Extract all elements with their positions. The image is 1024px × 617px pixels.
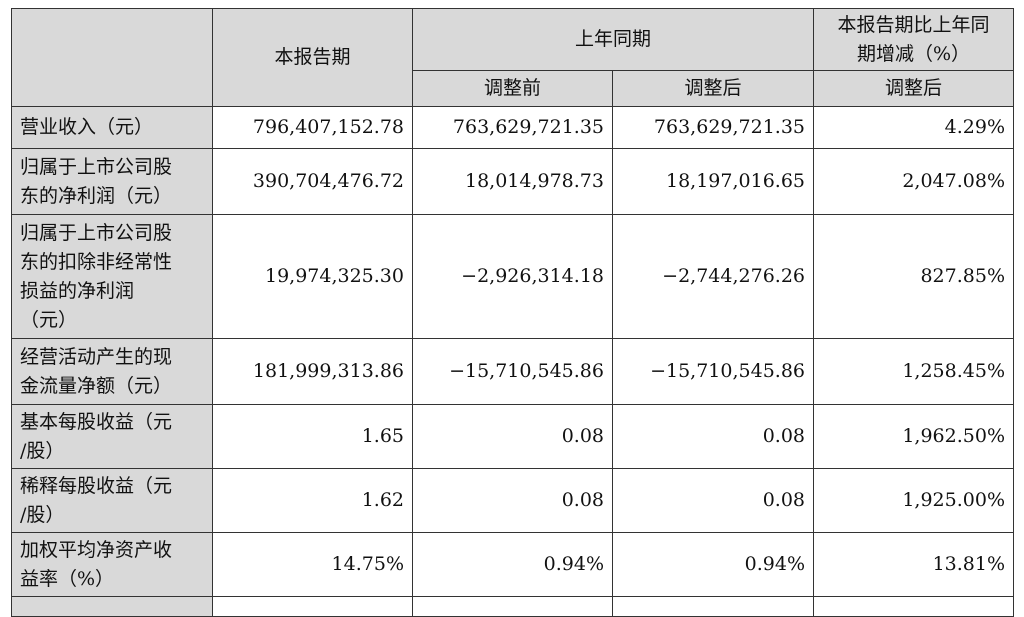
row-label-line: 归属于上市公司股: [20, 221, 173, 244]
cell-change-percent: 2,047.08%: [813, 148, 1015, 215]
cell-before-adjustment: 763,629,721.35: [412, 106, 613, 149]
row-label-line: 加权平均净资产收: [20, 538, 173, 561]
cell-current-period: 796,407,152.78: [212, 106, 413, 149]
cell-after-adjustment: 0.08: [611, 404, 815, 469]
row-label: 基本每股收益（元/股）: [11, 404, 213, 469]
header-after-adjustment: 调整后: [611, 70, 815, 107]
row-label-line: 基本每股收益（元: [20, 410, 173, 433]
header-before-adjustment: 调整前: [412, 70, 613, 107]
cell-current-period: 390,704,476.72: [212, 148, 413, 215]
table-row: 稀释每股收益（元/股） 1.62 0.08 0.08 1,925.00%: [11, 468, 1015, 533]
cell-after-adjustment: 18,197,016.65: [611, 148, 815, 215]
table-row: 归属于上市公司股 东的净利润（元） 390,704,476.72 18,014,9…: [11, 148, 1015, 215]
row-label-line: 东的扣除非经常性: [20, 250, 173, 273]
header-row-1: 本报告期 上年同期 本报告期比上年同 期增减（%）: [11, 8, 1015, 107]
header-current-period: 本报告期: [212, 8, 413, 107]
row-label-line: 稀释每股收益（元: [20, 474, 173, 497]
row-label: 经营活动产生的现 金流量净额（元）: [11, 338, 213, 405]
cell-current-period: 1.65: [212, 404, 413, 469]
header-prior-year-same-period: 上年同期: [411, 8, 815, 71]
cell-before-adjustment: 0.08: [412, 468, 613, 533]
row-label: 归属于上市公司股 东的净利润（元）: [11, 148, 213, 215]
cell-current-period: 181,999,313.86: [212, 338, 413, 405]
row-label-line: /股）: [20, 439, 65, 462]
header-change-line-2: 期增减（%）: [856, 42, 971, 65]
cell-after-adjustment: 0.08: [611, 468, 815, 533]
cell-change-percent: 1,258.45%: [813, 338, 1015, 405]
cell-current-period: 19,974,325.30: [212, 214, 413, 339]
cell-before-adjustment: −2,926,314.18: [412, 214, 613, 339]
row-label-line: 金流量净额（元）: [20, 374, 173, 397]
cell-current-period: 14.75%: [212, 532, 413, 597]
cell-after-adjustment: 0.94%: [611, 532, 815, 597]
cell-change-percent: 4.29%: [813, 106, 1015, 149]
cell-before-adjustment: −15,710,545.86: [412, 338, 613, 405]
cell-current-period: 1.62: [212, 468, 413, 533]
cell-after-adjustment: −15,710,545.86: [611, 338, 815, 405]
row-label: 稀释每股收益（元/股）: [11, 468, 213, 533]
row-label: 加权平均净资产收 益率（%）: [11, 532, 213, 597]
row-label: 归属于上市公司股 东的扣除非经常性 损益的净利润 （元）: [11, 214, 213, 339]
cell-before-adjustment: 0.08: [412, 404, 613, 469]
cell-change-percent: 827.85%: [813, 214, 1015, 339]
table-row: 经营活动产生的现 金流量净额（元） 181,999,313.86 −15,710,…: [11, 338, 1015, 405]
row-label-line: （元）: [20, 308, 78, 331]
header-row-2: 调整前 调整后 调整后: [12, 70, 1015, 107]
cell-change-percent: 13.81%: [813, 532, 1015, 597]
table-row: 加权平均净资产收 益率（%） 14.75% 0.94% 0.94% 13.81%: [11, 532, 1015, 597]
cell-before-adjustment: 0.94%: [412, 532, 613, 597]
row-label-line: 经营活动产生的现: [20, 345, 173, 368]
row-label-line: 归属于上市公司股: [20, 155, 173, 178]
row-label-line: 益率（%）: [20, 567, 115, 590]
cell-before-adjustment: 18,014,978.73: [412, 148, 613, 215]
row-label-line: 东的净利润（元）: [20, 184, 173, 207]
header-after-adjustment-change: 调整后: [813, 70, 1015, 107]
header-corner-cell: [11, 8, 213, 107]
header-change-percent: 本报告期比上年同 期增减（%）: [813, 8, 1015, 71]
cell-change-percent: 1,962.50%: [813, 404, 1015, 469]
table-row: 归属于上市公司股 东的扣除非经常性 损益的净利润 （元） 19,974,325.30 …: [11, 214, 1015, 339]
row-label-line: /股）: [20, 503, 65, 526]
financial-data-table: 本报告期 上年同期 本报告期比上年同 期增减（%） 调整前 调整后 调整后 营业收…: [11, 8, 1015, 617]
table-row: 营业收入（元） 796,407,152.78 763,629,721.35 76…: [11, 106, 1015, 149]
cell-after-adjustment: 763,629,721.35: [611, 106, 815, 149]
table-row: 基本每股收益（元/股） 1.65 0.08 0.08 1,962.50%: [11, 404, 1015, 469]
header-change-line-1: 本报告期比上年同: [837, 13, 990, 36]
row-label: 营业收入（元）: [11, 106, 213, 149]
row-label-line: 营业收入（元）: [20, 116, 154, 138]
cell-after-adjustment: −2,744,276.26: [611, 214, 815, 339]
row-label-line: 损益的净利润: [20, 279, 135, 302]
cell-change-percent: 1,925.00%: [813, 468, 1015, 533]
